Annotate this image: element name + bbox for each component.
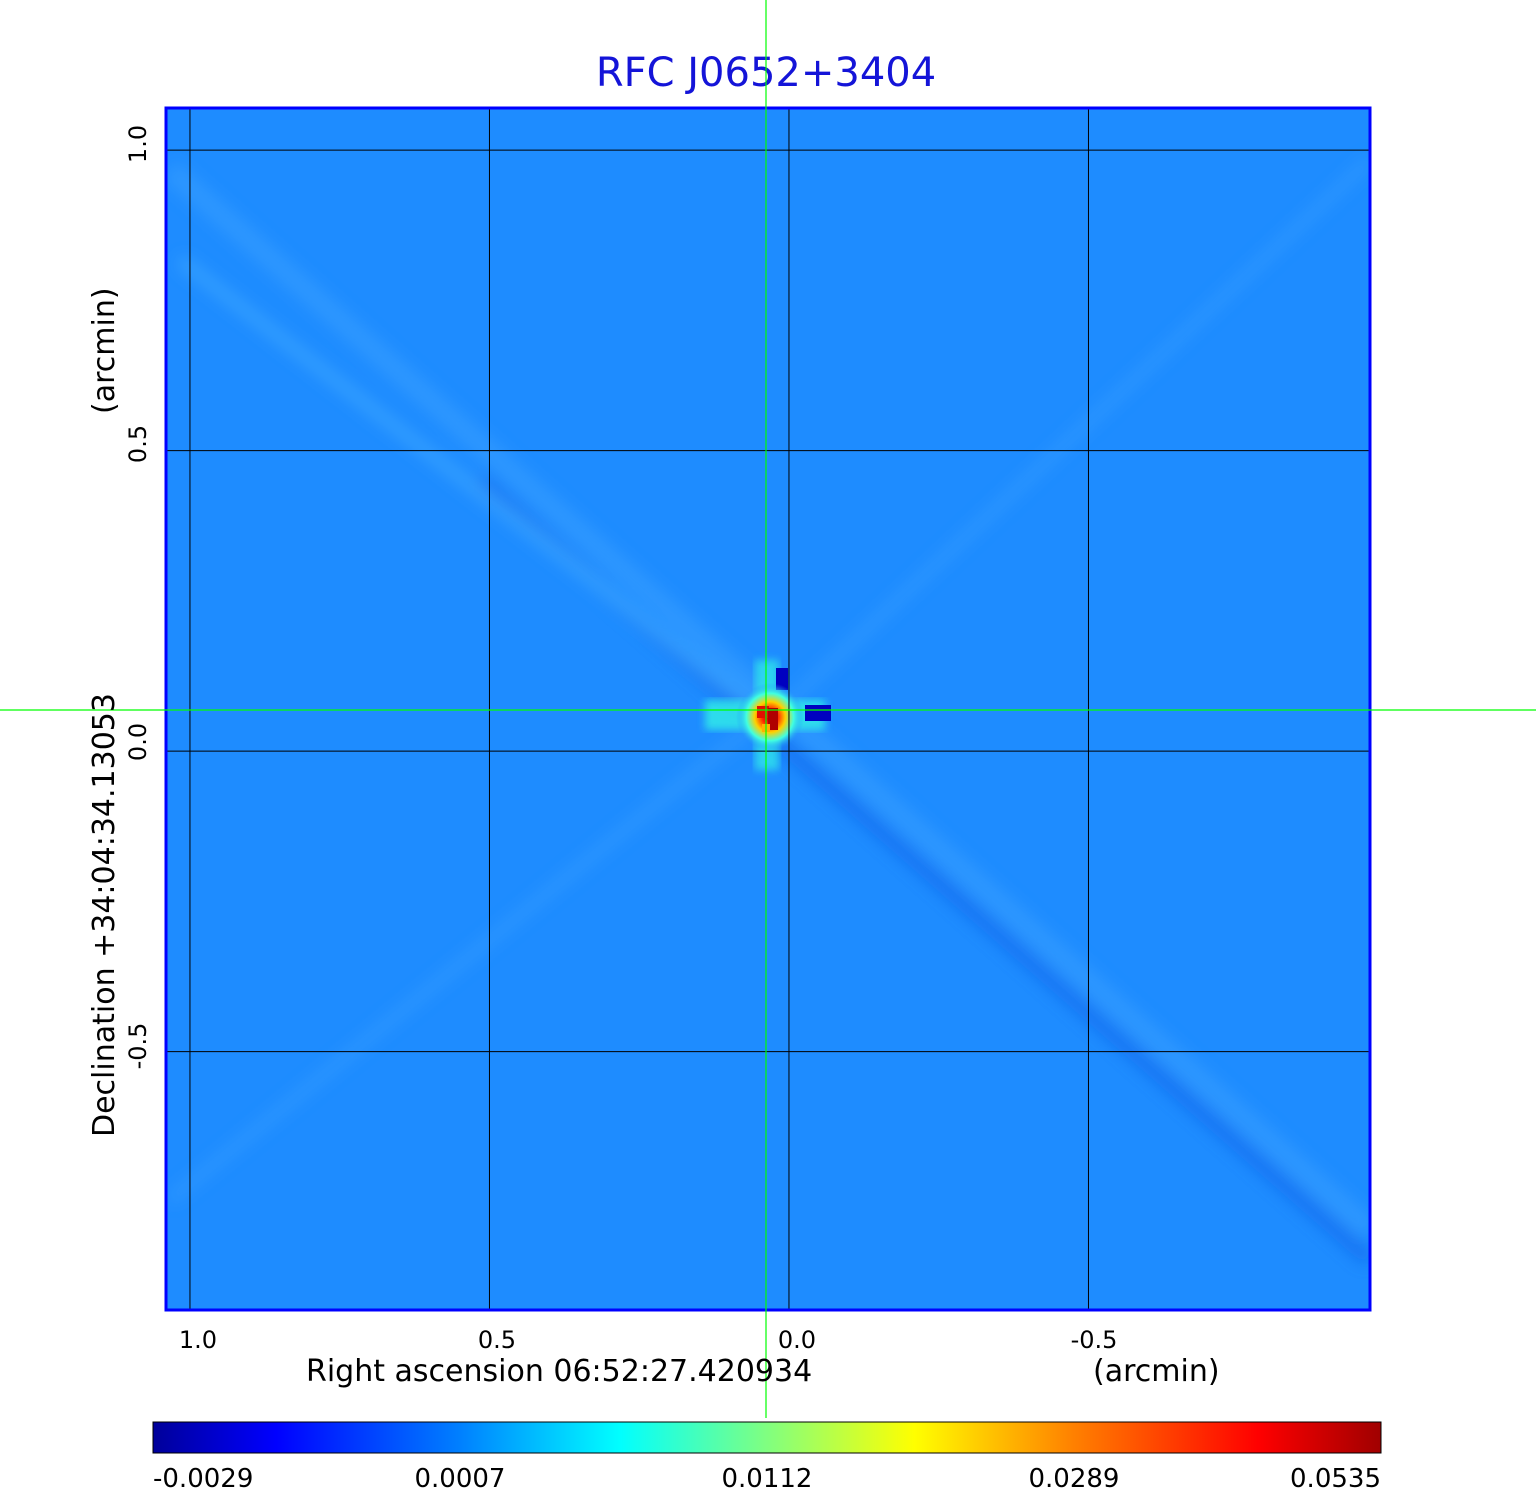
x-axis-ticks: 1.0 0.5 0.0 -0.5 — [179, 1326, 1118, 1354]
y-tick-label: -0.5 — [124, 1023, 152, 1070]
x-tick-label: -0.5 — [1071, 1326, 1118, 1354]
x-axis-unit: (arcmin) — [1093, 1354, 1220, 1389]
image-map — [166, 108, 1370, 1310]
y-axis-label: Declination +34:04:34.13053 — [87, 693, 122, 1137]
colorbar-tick-label: 0.0289 — [1029, 1464, 1120, 1494]
map-frame — [164, 106, 1372, 1312]
coordinate-grid — [166, 108, 1370, 1310]
y-tick-label: 1.0 — [124, 125, 152, 163]
colorbar-tick-label: 0.0007 — [415, 1464, 506, 1494]
colorbar: -0.0029 0.0007 0.0112 0.0289 0.0535 — [152, 1421, 1382, 1494]
y-tick-label: 0.5 — [124, 425, 152, 463]
y-tick-label: 0.0 — [124, 723, 152, 761]
colorbar-gradient — [152, 1421, 1382, 1454]
x-tick-label: 0.0 — [778, 1326, 816, 1354]
crosshair — [0, 0, 1536, 1418]
colorbar-tick-label: -0.0029 — [153, 1464, 253, 1494]
x-axis-label: Right ascension 06:52:27.420934 — [306, 1354, 812, 1389]
x-tick-label: 1.0 — [179, 1326, 217, 1354]
colorbar-tick-label: 0.0535 — [1290, 1464, 1381, 1494]
y-axis-unit: (arcmin) — [87, 287, 122, 414]
x-tick-label: 0.5 — [478, 1326, 516, 1354]
y-axis-ticks: 1.0 0.5 0.0 -0.5 — [124, 125, 152, 1070]
colorbar-tick-label: 0.0112 — [722, 1464, 813, 1494]
